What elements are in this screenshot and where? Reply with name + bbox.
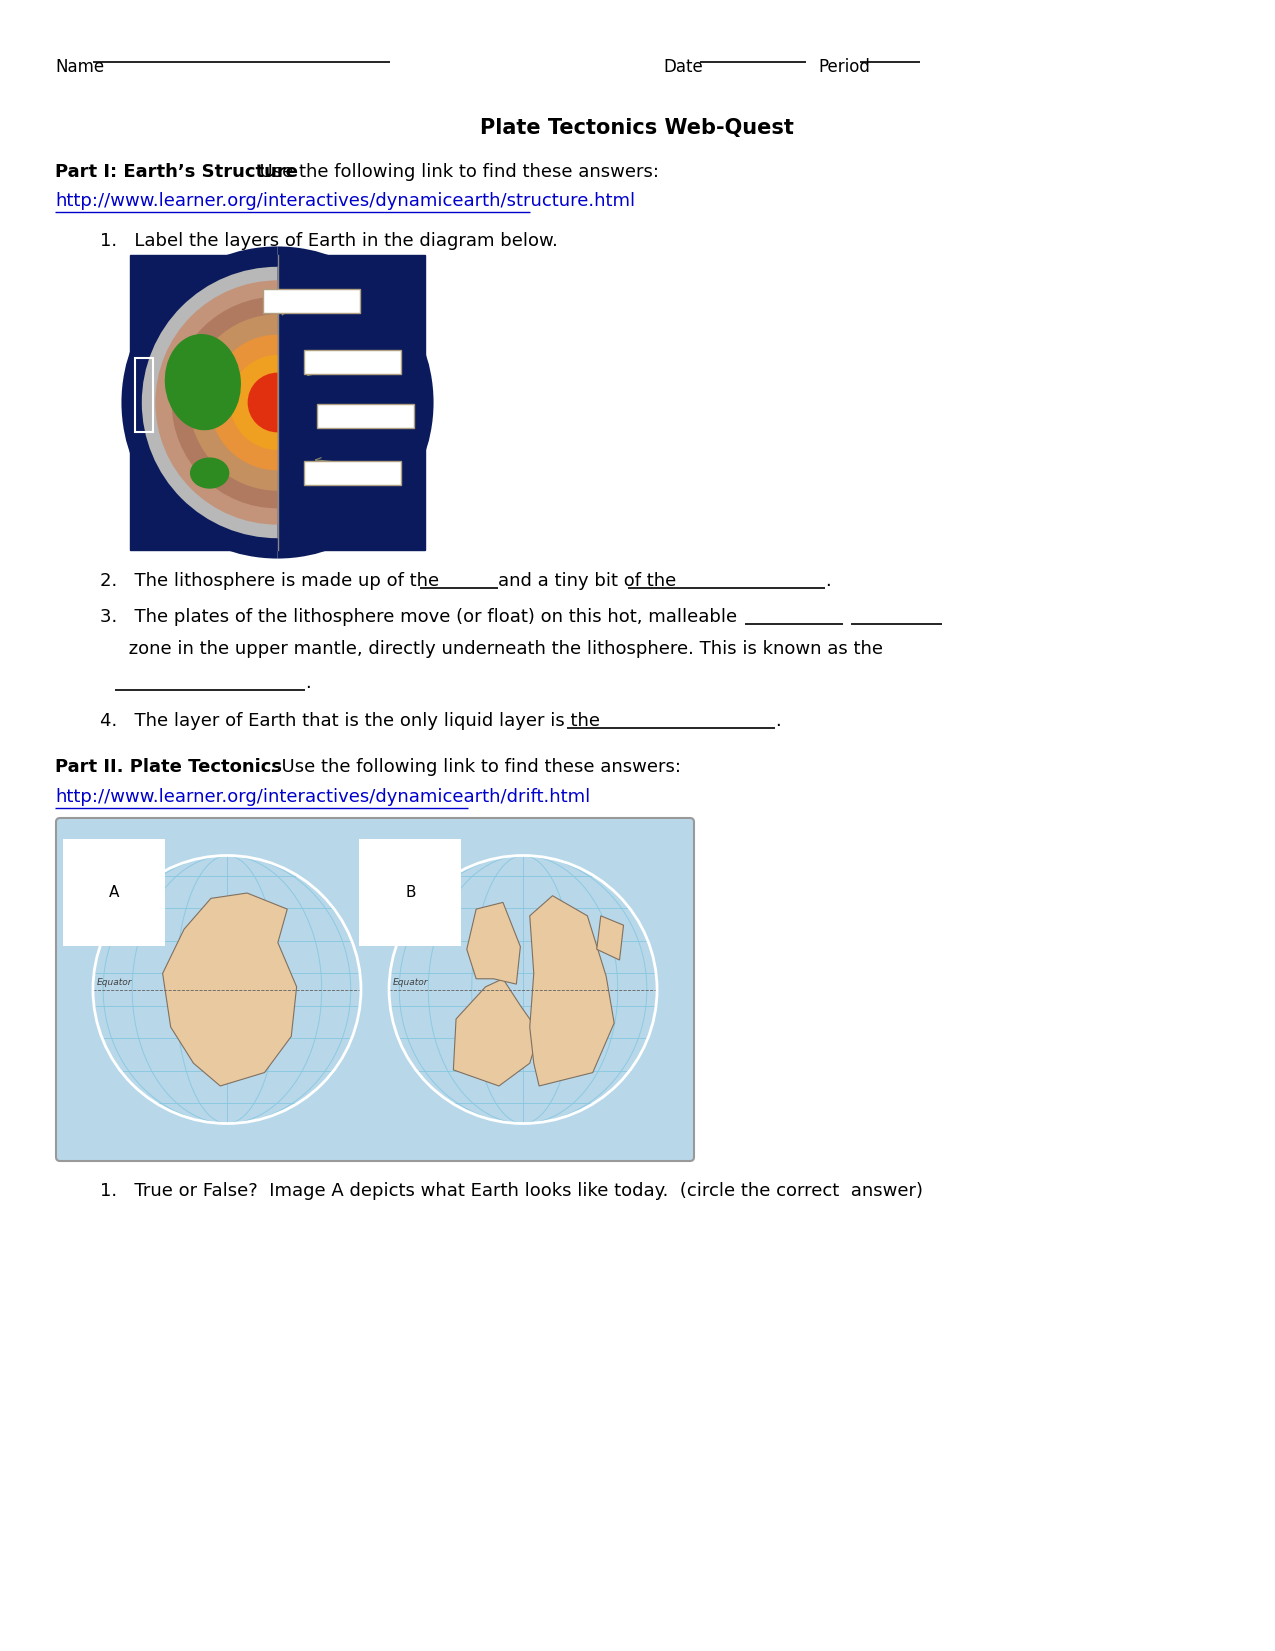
Text: Date: Date (663, 58, 703, 76)
Text: Plate Tectonics Web-Quest: Plate Tectonics Web-Quest (481, 117, 794, 139)
Circle shape (156, 281, 399, 525)
Polygon shape (529, 896, 615, 1086)
Text: .: . (775, 712, 780, 730)
Circle shape (230, 355, 325, 451)
Circle shape (172, 297, 384, 509)
Polygon shape (163, 893, 297, 1086)
Wedge shape (189, 314, 278, 490)
Text: . Use the following link to find these answers:: . Use the following link to find these a… (270, 758, 681, 776)
Ellipse shape (172, 429, 193, 457)
Text: 2.   The lithosphere is made up of the: 2. The lithosphere is made up of the (99, 571, 439, 589)
Polygon shape (597, 916, 623, 959)
Circle shape (142, 267, 413, 538)
Text: .: . (305, 674, 311, 692)
FancyBboxPatch shape (303, 350, 400, 373)
FancyBboxPatch shape (303, 461, 400, 485)
FancyBboxPatch shape (263, 289, 360, 312)
Text: .: . (825, 571, 831, 589)
Text: and a tiny bit of the: and a tiny bit of the (499, 571, 682, 589)
Text: Equator: Equator (393, 977, 428, 987)
Ellipse shape (166, 335, 240, 429)
Ellipse shape (156, 317, 196, 352)
Wedge shape (247, 373, 278, 433)
Ellipse shape (166, 335, 240, 429)
Wedge shape (172, 297, 278, 509)
Bar (130, 254, 425, 550)
Bar (135, 358, 153, 433)
Text: http://www.learner.org/interactives/dynamicearth/structure.html: http://www.learner.org/interactives/dyna… (55, 192, 635, 210)
Text: Part I: Earth’s Structure: Part I: Earth’s Structure (55, 163, 298, 182)
Text: http://www.learner.org/interactives/dynamicearth/drift.html: http://www.learner.org/interactives/dyna… (55, 788, 590, 806)
Wedge shape (278, 246, 434, 558)
Circle shape (247, 373, 307, 433)
Polygon shape (454, 979, 539, 1086)
Circle shape (209, 335, 346, 471)
Text: 3.   The plates of the lithosphere move (or float) on this hot, malleable: 3. The plates of the lithosphere move (o… (99, 608, 743, 626)
Text: Part II. Plate Tectonics: Part II. Plate Tectonics (55, 758, 282, 776)
Text: Period: Period (819, 58, 870, 76)
Text: . Use the following link to find these answers:: . Use the following link to find these a… (249, 163, 659, 182)
Text: Equator: Equator (97, 977, 133, 987)
Circle shape (389, 855, 657, 1123)
Text: zone in the upper mantle, directly underneath the lithosphere. This is known as : zone in the upper mantle, directly under… (99, 641, 884, 659)
Circle shape (189, 314, 366, 490)
Ellipse shape (191, 457, 228, 489)
Text: B: B (405, 885, 416, 900)
Wedge shape (156, 281, 278, 525)
Circle shape (93, 855, 361, 1123)
FancyBboxPatch shape (56, 817, 694, 1161)
Text: 1.   Label the layers of Earth in the diagram below.: 1. Label the layers of Earth in the diag… (99, 233, 558, 249)
Ellipse shape (191, 457, 228, 489)
Wedge shape (209, 335, 278, 471)
FancyBboxPatch shape (317, 404, 414, 428)
Text: Name: Name (55, 58, 105, 76)
Wedge shape (121, 246, 278, 558)
Polygon shape (467, 903, 520, 984)
Text: 1.   True or False?  Image A depicts what Earth looks like today.  (circle the c: 1. True or False? Image A depicts what E… (99, 1182, 923, 1200)
Wedge shape (230, 355, 278, 451)
Text: 4.   The layer of Earth that is the only liquid layer is the: 4. The layer of Earth that is the only l… (99, 712, 601, 730)
Text: A: A (110, 885, 120, 900)
Wedge shape (142, 267, 278, 538)
